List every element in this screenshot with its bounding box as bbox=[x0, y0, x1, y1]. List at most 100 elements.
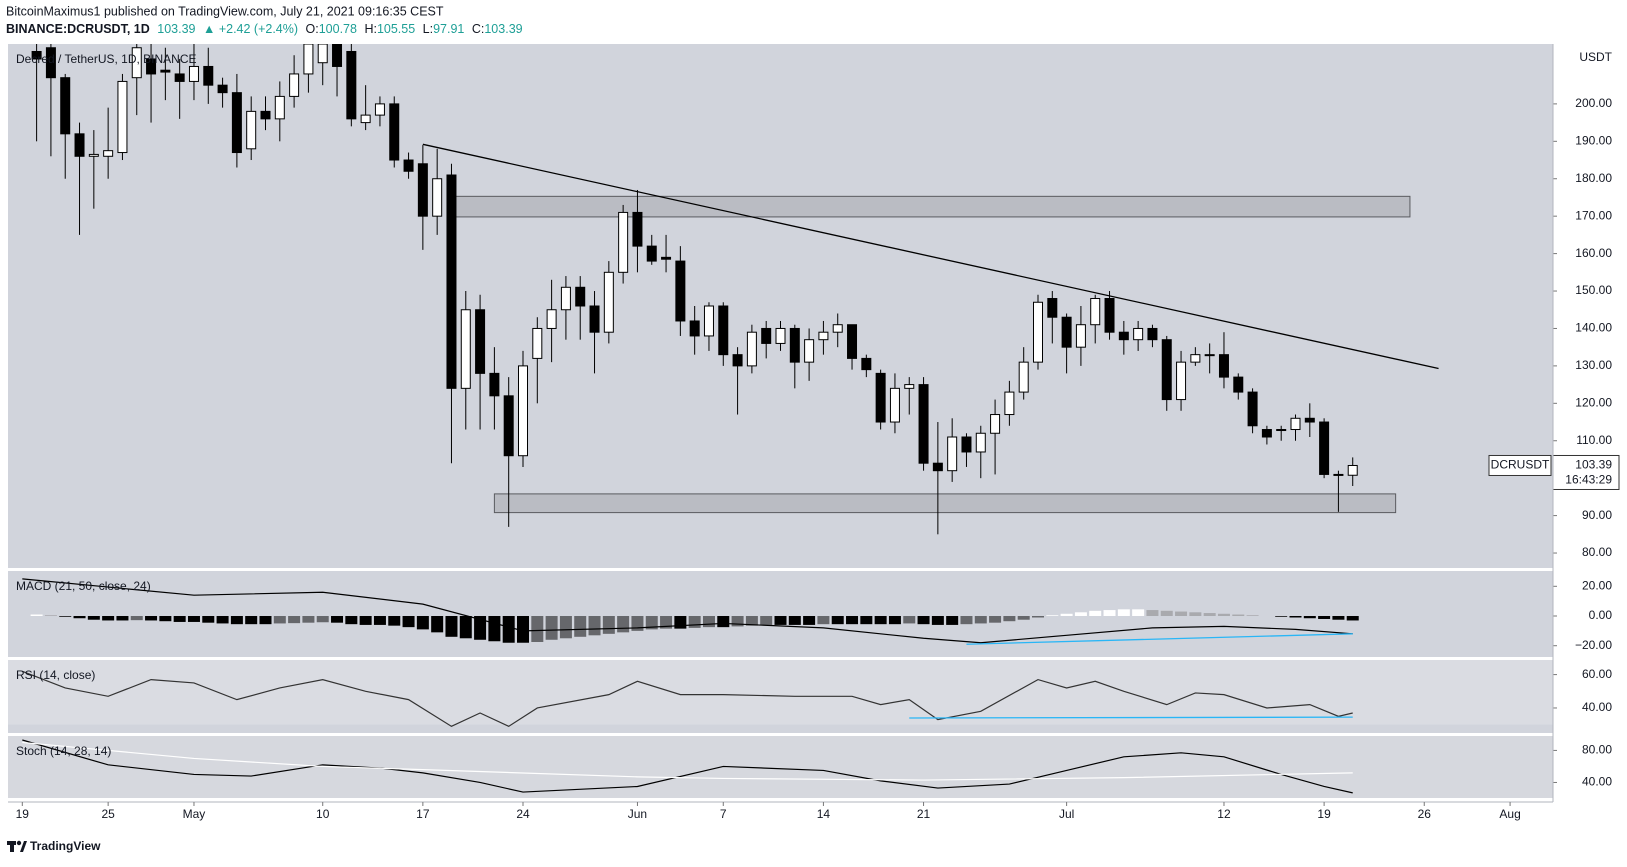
x-tick-label: 19 bbox=[16, 807, 30, 821]
candle-body bbox=[546, 309, 557, 329]
candle-body bbox=[274, 95, 285, 120]
histogram-bar bbox=[130, 616, 143, 621]
ohlc-value: 100.78 bbox=[319, 22, 357, 36]
histogram-bar bbox=[660, 616, 673, 629]
candle-body bbox=[789, 327, 800, 363]
candle-body bbox=[675, 260, 686, 322]
pane bbox=[22, 739, 1353, 794]
histogram-bar bbox=[903, 616, 916, 624]
candle-body bbox=[1147, 327, 1158, 341]
candle-body bbox=[1061, 316, 1072, 348]
histogram-bar bbox=[288, 616, 301, 624]
pane-title: Stoch (14, 28, 14) bbox=[16, 744, 111, 758]
histogram-bar bbox=[1246, 615, 1259, 617]
candle-body bbox=[804, 339, 815, 363]
y-tick-label: 0.00 bbox=[1589, 608, 1613, 622]
candle-body bbox=[1075, 324, 1086, 348]
logo-shape bbox=[10, 841, 14, 852]
ohlc-label: C: bbox=[472, 22, 485, 36]
candle-body bbox=[475, 309, 486, 374]
y-tick-label: 120.00 bbox=[1575, 395, 1612, 409]
histogram-bar bbox=[1074, 612, 1087, 617]
histogram-bar bbox=[73, 616, 86, 619]
histogram-bar bbox=[116, 616, 129, 621]
histogram-bar bbox=[502, 616, 515, 643]
histogram-bar bbox=[459, 616, 472, 639]
x-tick-label: 25 bbox=[101, 807, 115, 821]
y-tick-label: 190.00 bbox=[1575, 133, 1612, 147]
histogram-bar bbox=[831, 616, 844, 625]
ohlc-value: 97.91 bbox=[433, 22, 464, 36]
histogram-bar bbox=[617, 616, 630, 633]
price-tag-price: 103.39 bbox=[1575, 458, 1612, 472]
histogram-bar bbox=[559, 616, 572, 639]
price-change: ▲ +2.42 (+2.4%) bbox=[203, 22, 298, 36]
pane-background bbox=[8, 736, 1553, 798]
candle-body bbox=[360, 114, 371, 124]
histogram-bar bbox=[302, 616, 315, 623]
candle-body bbox=[60, 77, 71, 135]
histogram-bar bbox=[846, 616, 859, 625]
histogram-bar bbox=[860, 616, 873, 625]
y-tick-label: 40.00 bbox=[1582, 700, 1612, 714]
candle-body bbox=[718, 305, 729, 356]
histogram-bar bbox=[145, 616, 158, 621]
histogram-bar bbox=[1017, 616, 1030, 620]
x-tick-label: Jun bbox=[628, 807, 647, 821]
candle-body bbox=[775, 327, 786, 344]
histogram-bar bbox=[1060, 613, 1073, 617]
histogram-bar bbox=[216, 616, 229, 624]
x-tick-label: 12 bbox=[1217, 807, 1231, 821]
histogram-bar bbox=[1117, 609, 1130, 617]
candle-body bbox=[1204, 354, 1215, 357]
histogram-bar bbox=[702, 616, 715, 628]
candle-body bbox=[1247, 391, 1258, 427]
indicator-line bbox=[22, 741, 1353, 781]
candle-body bbox=[217, 84, 228, 94]
histogram-bar bbox=[1332, 616, 1345, 620]
histogram-bar bbox=[331, 616, 344, 623]
histogram-bar bbox=[474, 616, 487, 640]
pane bbox=[31, 44, 1439, 535]
candle-body bbox=[1090, 298, 1101, 326]
candle-body bbox=[446, 174, 457, 389]
histogram-bar bbox=[273, 616, 286, 624]
candle-body bbox=[188, 65, 199, 82]
candle-body bbox=[818, 331, 829, 341]
histogram-bar bbox=[87, 616, 100, 620]
candle-body bbox=[1176, 361, 1187, 401]
candle-body bbox=[31, 50, 42, 60]
candle-body bbox=[618, 211, 629, 273]
y-tick-label: 110.00 bbox=[1576, 433, 1612, 447]
candle-body bbox=[346, 50, 357, 120]
candle-body bbox=[847, 324, 858, 359]
y-tick-label: 160.00 bbox=[1575, 246, 1612, 260]
histogram-bar bbox=[345, 616, 358, 625]
y-tick-label: 80.00 bbox=[1582, 545, 1612, 559]
price-tag-countdown: 16:43:29 bbox=[1565, 473, 1612, 487]
candle-body bbox=[117, 80, 128, 154]
pane-background bbox=[8, 44, 1553, 568]
logo-shape bbox=[20, 841, 27, 852]
candle-body bbox=[160, 69, 171, 73]
candle-body bbox=[146, 58, 157, 75]
footer-brand: TradingView bbox=[30, 839, 101, 853]
price-tag-symbol-box bbox=[1488, 454, 1552, 476]
candle-body bbox=[403, 159, 414, 172]
y-tick-label: 170.00 bbox=[1575, 208, 1612, 222]
pane-title: RSI (14, close) bbox=[16, 668, 95, 682]
histogram-bar bbox=[1217, 613, 1230, 617]
candle-body bbox=[1218, 354, 1229, 378]
candle-body bbox=[88, 153, 99, 157]
x-tick-label: 24 bbox=[516, 807, 530, 821]
x-tick-label: Jul bbox=[1059, 807, 1074, 821]
y-tick-label: 40.00 bbox=[1582, 775, 1612, 789]
histogram-bar bbox=[931, 616, 944, 625]
candle-body bbox=[932, 462, 943, 472]
candle-body bbox=[532, 327, 543, 359]
histogram-bar bbox=[1203, 613, 1216, 617]
pane-background bbox=[8, 571, 1553, 657]
footer-logo: TradingView bbox=[7, 839, 101, 853]
pane-title: Decred / TetherUS, 1D, BINANCE bbox=[16, 52, 197, 66]
